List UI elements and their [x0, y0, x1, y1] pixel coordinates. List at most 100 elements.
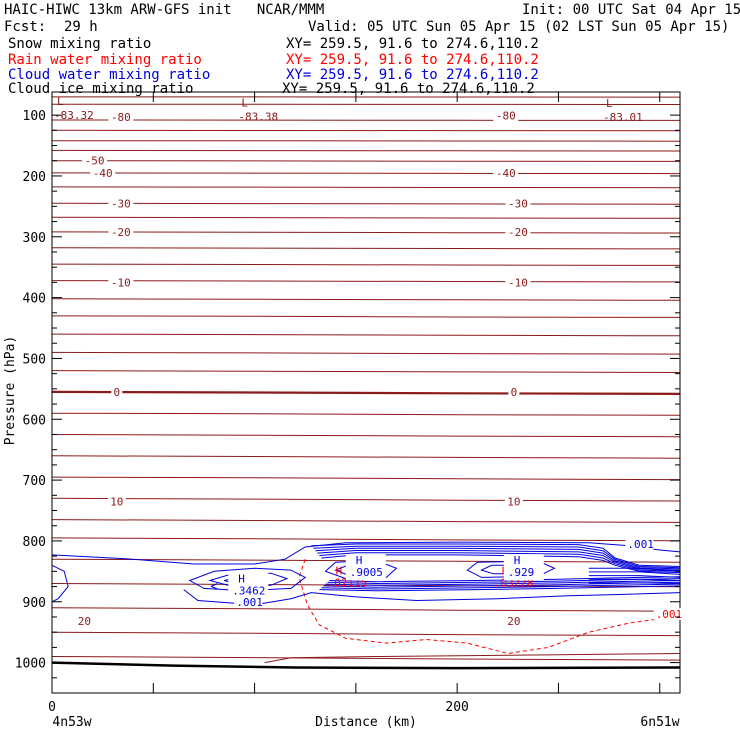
isotherm-line	[51, 333, 681, 337]
cloud-contour	[315, 547, 681, 570]
isotherm-line	[51, 231, 681, 234]
cloud-contour-mark: <	[210, 579, 218, 594]
cloud-max-value: .929	[508, 566, 535, 579]
rain-water-contours	[298, 559, 681, 655]
cloud-contour-label: .001	[627, 538, 654, 551]
y-tick-label: 500	[23, 352, 46, 367]
isotherm-label: -80	[111, 111, 131, 124]
y-tick-label: 1000	[15, 657, 46, 672]
isotherm-label-bg	[505, 197, 531, 210]
isotherm-line	[51, 631, 681, 637]
cloud-contour	[321, 583, 681, 590]
isotherm-label: 10	[110, 495, 123, 508]
field-snow-xy: XY= 259.5, 91.6 to 274.6,110.2	[286, 36, 539, 52]
isotherm-line	[51, 280, 681, 283]
isotherm-label-bg	[493, 166, 519, 179]
isotherm-line	[51, 149, 681, 152]
cloud-contour	[313, 545, 681, 569]
x-axis-title: Distance (km)	[315, 715, 417, 730]
rain-contour	[298, 559, 681, 655]
low-marker: L	[57, 95, 64, 108]
isotherm-line	[51, 370, 681, 373]
cloud-contour	[188, 567, 307, 592]
cloud-contour	[319, 552, 681, 572]
section-left-endpoint: 4n53w	[52, 715, 91, 730]
isotherm-label: -40	[496, 167, 516, 180]
low-value: -83.32	[54, 109, 94, 122]
isotherm-label: -80	[496, 110, 516, 123]
cloud-max-value: .3462	[232, 584, 265, 597]
isotherm-line	[51, 140, 681, 142]
ground-surface	[51, 661, 681, 670]
isotherm-label-bg	[107, 495, 126, 508]
isotherm-label: -30	[508, 197, 528, 210]
header-fcst-value: 29 h	[64, 19, 98, 35]
isotherm-line	[51, 247, 681, 250]
field-cloudwater-xy: XY= 259.5, 91.6 to 274.6,110.2	[286, 67, 539, 83]
isotherm-label-bg	[504, 615, 523, 628]
isotherm-label-bg	[504, 495, 523, 508]
field-rain-name: Rain water mixing ratio	[8, 52, 202, 68]
field-rain-xy: XY= 259.5, 91.6 to 274.6,110.2	[286, 52, 539, 68]
cloud-label-bg	[234, 595, 263, 608]
isotherm-line	[51, 298, 681, 301]
header-valid: Valid: 05 UTC Sun 05 Apr 15 (02 LST Sun …	[308, 19, 730, 35]
y-tick-label: 100	[23, 109, 46, 124]
cloud-max-marker: H	[356, 554, 363, 567]
rain-contour-label: .001	[656, 608, 683, 621]
cloud-contour	[324, 559, 398, 580]
field-cloudwater-name: Cloud water mixing ratio	[8, 67, 211, 83]
cloud-max-bg	[503, 554, 544, 581]
header-init: Init: 00 UTC Sat 04 Apr 15	[522, 2, 740, 18]
cloud-contour	[466, 560, 556, 578]
isotherm-label-bg	[111, 385, 123, 398]
y-tick-label: 400	[23, 292, 46, 307]
field-snow-name: Snow mixing ratio	[8, 36, 152, 52]
plot-border	[51, 91, 681, 694]
cloud-contour	[311, 543, 681, 567]
field-cloudice-name: Cloud ice mixing ratio	[8, 81, 194, 97]
temperature-isotherms	[51, 96, 681, 664]
isotherm-label: -10	[508, 276, 528, 289]
low-marker: L	[241, 96, 248, 109]
isotherm-line	[51, 497, 681, 502]
isotherm-line	[51, 351, 681, 355]
isotherm-label-bg	[108, 225, 134, 238]
rain-max-marker: H	[336, 565, 343, 578]
isotherm-label-bg	[508, 385, 520, 398]
x-tick-label: 200	[445, 700, 468, 715]
isotherm-label: -20	[508, 226, 528, 239]
isotherm-line	[51, 537, 681, 542]
cloud-max-marker: H	[514, 554, 521, 567]
isotherm-line	[51, 519, 681, 523]
low-value: -83.01	[603, 111, 643, 124]
y-tick-label: 200	[23, 170, 46, 185]
cloud-max-marker: H	[238, 572, 245, 585]
isotherm-label-bg	[82, 154, 108, 167]
isotherm-line	[51, 476, 681, 481]
isotherm-line	[51, 202, 681, 205]
isotherm-label: -20	[111, 226, 131, 239]
isotherm-label: 10	[507, 495, 520, 508]
low-marker: L	[606, 97, 613, 110]
field-cloudice-xy: XY= 259.5, 91.6 to 274.6,110.2	[282, 81, 535, 97]
x-tick-label: 0	[48, 700, 56, 715]
isotherm-label-bg	[108, 110, 134, 123]
isotherm-label-bg	[505, 276, 531, 289]
cloud-contour	[588, 578, 681, 581]
y-tick-label: 900	[23, 596, 46, 611]
y-tick-label: 700	[23, 474, 46, 489]
isotherm-line	[51, 434, 681, 438]
isotherm-label-bg	[108, 197, 134, 210]
cloud-contour	[325, 580, 681, 586]
cloud-max-bg	[228, 572, 269, 599]
cloud-contour	[588, 571, 681, 575]
cloud-max-value: .9005	[350, 566, 383, 579]
isotherm-line	[51, 263, 681, 266]
ground-line	[51, 661, 681, 670]
isotherm-line	[51, 412, 681, 416]
isotherm-label-bg	[493, 109, 519, 122]
isotherm-label-bg	[75, 615, 94, 628]
isotherm-label: -40	[93, 167, 113, 180]
